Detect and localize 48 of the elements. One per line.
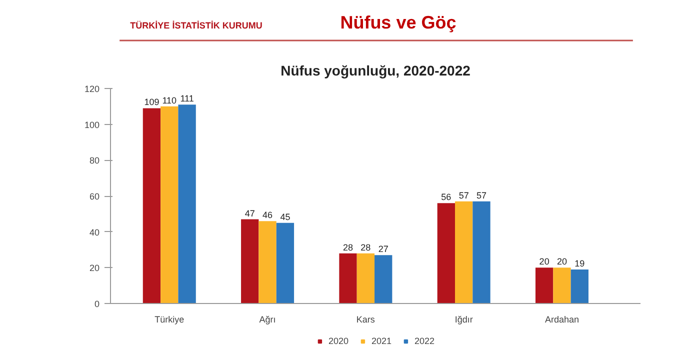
bar [356, 253, 375, 304]
legend-label: 2022 [414, 336, 435, 346]
data-label: 47 [244, 208, 255, 218]
x-tick-label: Ardahan [544, 314, 579, 324]
bar [437, 203, 455, 304]
data-label: 20 [556, 256, 567, 267]
data-label: 19 [574, 258, 585, 268]
x-tick-label: Türkiye [154, 314, 184, 324]
bar [553, 268, 571, 304]
data-label: 57 [476, 190, 487, 200]
data-label: 56 [441, 192, 452, 202]
data-label: 110 [162, 95, 177, 106]
text: TÜRKİYE İSTATİSTİK KURUMU [130, 20, 262, 30]
chart-title: Nüfus ve Göç [340, 12, 456, 32]
bar [374, 255, 392, 304]
legend-label: 2021 [371, 336, 392, 346]
y-tick-label: 40 [89, 227, 100, 238]
data-label: 109 [144, 97, 160, 108]
x-tick-label: Iğdır [454, 314, 473, 324]
data-label: 20 [539, 256, 550, 267]
data-label: 28 [343, 242, 354, 252]
legend-label: 2020 [328, 336, 348, 346]
data-label: 28 [360, 242, 371, 252]
bar [241, 219, 259, 304]
bar [339, 253, 357, 304]
x-tick-label: Kars [356, 314, 376, 324]
data-label: 27 [378, 244, 388, 254]
data-label: 57 [458, 190, 469, 200]
chart-subtitle: Nüfus yoğunluğu, 2020-2022 [280, 62, 471, 78]
bar [455, 201, 473, 304]
bar [178, 104, 196, 304]
y-tick-label: 20 [89, 263, 100, 274]
bar [142, 108, 161, 304]
bar [472, 201, 490, 304]
bar [160, 106, 178, 304]
data-label: 45 [280, 212, 290, 222]
x-tick-label: Ağrı [259, 314, 276, 324]
data-label: 111 [180, 94, 194, 104]
y-tick-label: 120 [84, 84, 100, 94]
y-tick-label: 80 [89, 156, 100, 166]
bar [570, 269, 588, 304]
y-tick-label: 60 [89, 192, 100, 202]
y-tick-label: 0 [94, 299, 100, 309]
data-label: 46 [262, 210, 273, 220]
bar [276, 222, 294, 304]
bar [258, 221, 276, 304]
y-tick-label: 100 [84, 120, 100, 130]
bar [535, 268, 554, 304]
